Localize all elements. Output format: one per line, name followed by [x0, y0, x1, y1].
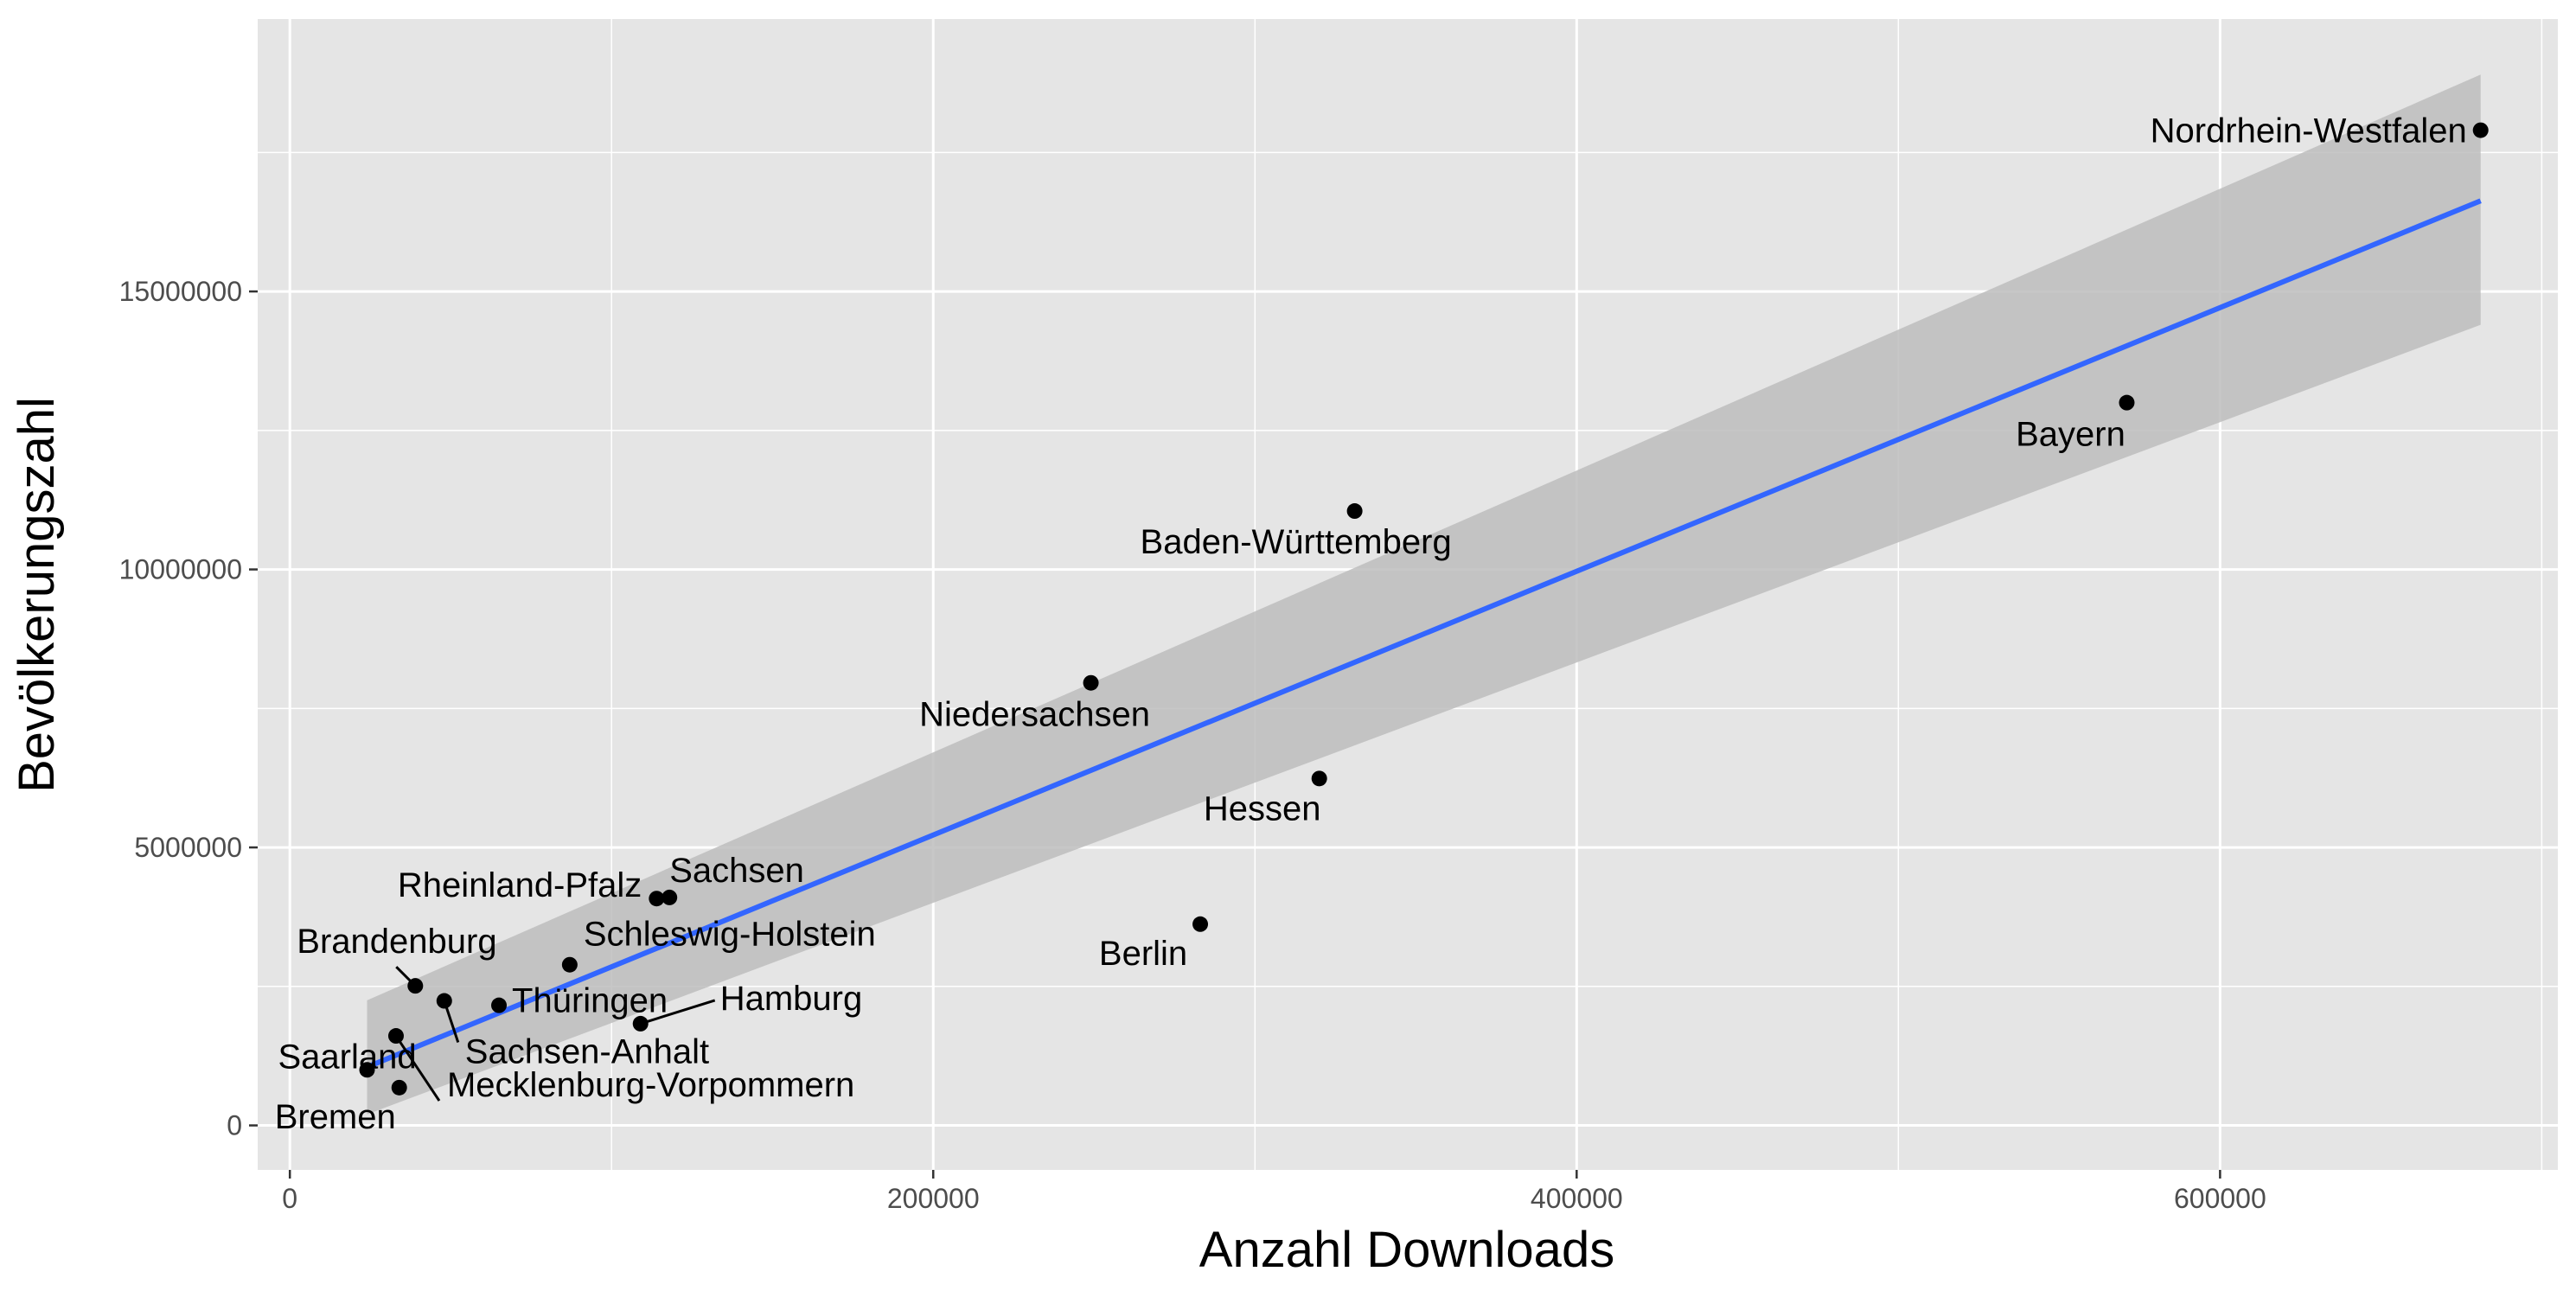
data-point [407, 978, 424, 994]
x-tick-label: 200000 [887, 1183, 980, 1214]
y-tick-label: 10000000 [119, 554, 242, 585]
x-axis: 0 200000 400000 600000 [282, 1170, 2266, 1214]
point-label: Schleswig-Holstein [584, 916, 876, 954]
label-leader-lines [394, 966, 716, 1102]
data-point [491, 997, 508, 1013]
data-point [632, 1015, 649, 1032]
point-label: Bayern [2016, 416, 2125, 454]
point-label: Mecklenburg-Vorpommern [447, 1066, 854, 1104]
point-label: Sachsen [669, 852, 804, 890]
data-point [1192, 916, 1209, 932]
data-point [2119, 394, 2135, 411]
data-point [2472, 122, 2489, 138]
label-leader-line [394, 1035, 441, 1102]
x-axis-title: Anzahl Downloads [1199, 1222, 1614, 1278]
point-label: Brandenburg [297, 923, 496, 961]
data-point [649, 891, 665, 907]
data-point [359, 1062, 375, 1078]
data-point [387, 1028, 404, 1045]
confidence-ribbon [367, 74, 2481, 1115]
point-label: Sachsen-Anhalt [465, 1033, 709, 1071]
y-tick-label: 15000000 [119, 276, 242, 307]
data-point [436, 993, 452, 1009]
data-point [662, 889, 678, 905]
point-label: Rheinland-Pfalz [398, 866, 642, 904]
point-label: Nordrhein-Westfalen [2151, 112, 2467, 150]
regression-line-layer [366, 198, 2482, 1070]
data-points-layer [359, 122, 2489, 1096]
x-tick-label: 600000 [2174, 1183, 2266, 1214]
y-axis: 0 5000000 10000000 15000000 [119, 276, 258, 1141]
point-label: Niedersachsen [919, 696, 1150, 734]
point-labels-layer: Nordrhein-Westfalen Bayern Baden-Württembe… [275, 112, 2467, 1136]
x-tick-label: 0 [282, 1183, 297, 1214]
data-point [391, 1079, 407, 1096]
label-leader-line [640, 999, 716, 1025]
y-tick-label: 5000000 [134, 832, 242, 863]
point-label: Hamburg [720, 980, 863, 1018]
confidence-ribbon-layer [367, 74, 2481, 1115]
point-label: Baden-Württemberg [1141, 523, 1452, 561]
x-tick-label: 400000 [1531, 1183, 1623, 1214]
y-tick-label: 0 [227, 1110, 242, 1141]
data-point [1311, 770, 1327, 787]
regression-line [366, 198, 2482, 1070]
point-label: Berlin [1099, 935, 1187, 973]
point-label: Bremen [275, 1098, 396, 1136]
point-label: Saarland [278, 1038, 416, 1076]
data-point [561, 956, 578, 973]
y-axis-title: Bevölkerungszahl [9, 397, 65, 793]
point-label: Thüringen [512, 982, 668, 1020]
data-point [1346, 503, 1363, 520]
data-point [1083, 674, 1099, 691]
point-label: Hessen [1204, 789, 1321, 827]
